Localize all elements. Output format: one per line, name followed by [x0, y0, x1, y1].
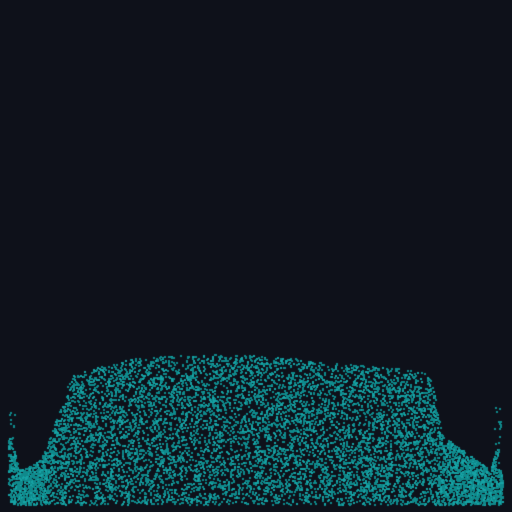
simulation-viewport[interactable]	[0, 0, 512, 512]
particle-canvas[interactable]	[0, 0, 512, 512]
